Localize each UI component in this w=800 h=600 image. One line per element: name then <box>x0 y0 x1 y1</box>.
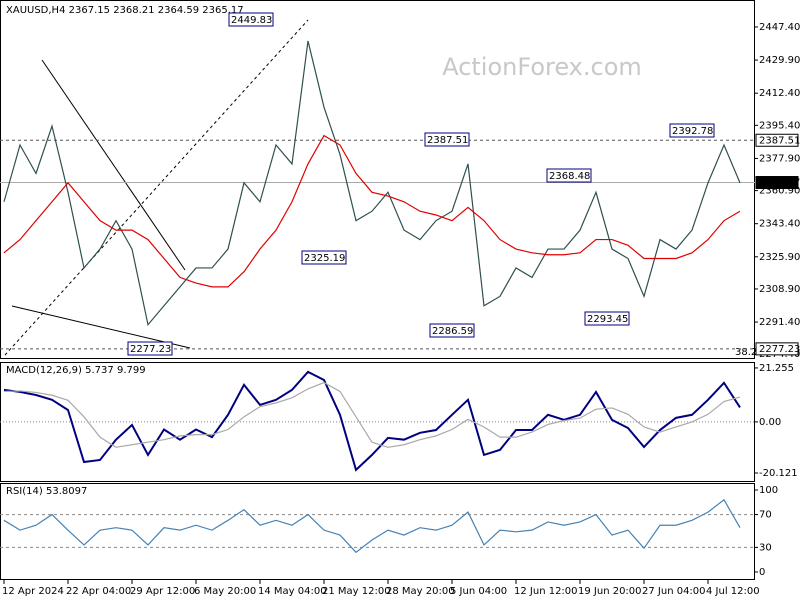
price-header: XAUUSD,H4 2367.15 2368.21 2364.59 2365.1… <box>6 5 244 16</box>
annotation-box <box>424 132 470 147</box>
annotation: 2449.83 <box>231 15 272 26</box>
rsi-title: RSI(14) <box>6 486 43 497</box>
x-tick-label: 21 May 12:00 <box>322 586 391 597</box>
y-tick-label: 2395.40 <box>759 120 800 131</box>
level-box <box>755 133 799 147</box>
price-panel-frame <box>0 0 755 359</box>
annotation: 2293.45 <box>587 314 628 325</box>
watermark: ActionForex.com <box>442 53 642 81</box>
annotation-box <box>301 250 347 265</box>
open: 2367.15 <box>69 5 110 16</box>
series-line <box>3 381 741 448</box>
symbol: XAUUSD,H4 <box>6 5 65 16</box>
x-tick-label: 12 Apr 2024 <box>2 586 64 597</box>
y-tick-label: 2429.90 <box>759 55 800 66</box>
annotation: 2368.48 <box>549 171 590 182</box>
annotation: 2392.78 <box>672 126 713 137</box>
annotation: 2325.19 <box>304 253 345 264</box>
x-tick-label: 6 May 20:00 <box>194 586 256 597</box>
y-tick-label: 0.00 <box>759 417 781 428</box>
signal-value: 9.799 <box>117 365 146 376</box>
y-tick-label: -20.121 <box>759 468 798 479</box>
y-tick-label: 0 <box>759 567 765 578</box>
x-tick-label: 28 May 20:00 <box>386 586 455 597</box>
x-tick-label: 22 Apr 04:00 <box>66 586 131 597</box>
y-tick-label: 2308.90 <box>759 284 800 295</box>
y-tick-label: 2360.90 <box>759 186 800 197</box>
x-tick-label: 14 May 04:00 <box>258 586 327 597</box>
series-line <box>3 370 741 472</box>
fib-label: 38.2 <box>735 347 757 358</box>
annotation-box <box>584 311 630 326</box>
rsi-value: 53.8097 <box>46 486 87 497</box>
series-line <box>3 498 741 554</box>
level-box <box>755 176 799 190</box>
y-tick-label: 70 <box>759 510 772 521</box>
y-tick-label: 2412.40 <box>759 88 800 99</box>
y-tick-label: 2343.40 <box>759 219 800 230</box>
y-tick-label: 100 <box>759 485 778 496</box>
x-tick-label: 12 Jun 12:00 <box>514 586 578 597</box>
high: 2368.21 <box>113 5 154 16</box>
x-tick-label: 19 Jun 20:00 <box>578 586 642 597</box>
y-tick-label: 30 <box>759 542 772 553</box>
level-box <box>755 342 799 356</box>
annotation-box <box>127 341 173 356</box>
y-tick-label: 21.255 <box>759 363 794 374</box>
y-tick-label: 2325.90 <box>759 252 800 263</box>
macd-value: 5.737 <box>85 365 114 376</box>
macd-title: MACD(12,26,9) <box>6 365 82 376</box>
y-tick-label: 2291.40 <box>759 317 800 328</box>
annotation-box <box>546 168 592 183</box>
annotation: 2277.23 <box>130 344 171 355</box>
level-label: 2277.23 <box>759 344 800 355</box>
rsi-header: RSI(14) 53.8097 <box>6 486 87 497</box>
annotation-box <box>669 123 715 138</box>
level-label: 2365.17 <box>759 178 800 189</box>
x-tick-label: 27 Jun 04:00 <box>642 586 706 597</box>
series-line <box>3 134 741 288</box>
annotation-box <box>429 323 475 338</box>
series-line <box>3 40 741 327</box>
y-tick-label: 2447.40 <box>759 22 800 33</box>
annotation-box <box>228 12 274 27</box>
low: 2364.59 <box>158 5 199 16</box>
trendline <box>41 59 186 271</box>
annotation: 2387.51 <box>427 135 468 146</box>
macd-header: MACD(12,26,9) 5.737 9.799 <box>6 365 146 376</box>
x-tick-label: 4 Jul 12:00 <box>706 586 760 597</box>
trendline <box>11 305 191 349</box>
x-tick-label: 29 Apr 12:00 <box>130 586 195 597</box>
level-label: 2387.51 <box>759 135 800 146</box>
annotation: 2286.59 <box>432 326 473 337</box>
close: 2365.17 <box>202 5 243 16</box>
x-tick-label: 5 Jun 04:00 <box>450 586 507 597</box>
rsi-panel-frame <box>0 483 755 580</box>
y-tick-label: 2377.90 <box>759 153 800 164</box>
